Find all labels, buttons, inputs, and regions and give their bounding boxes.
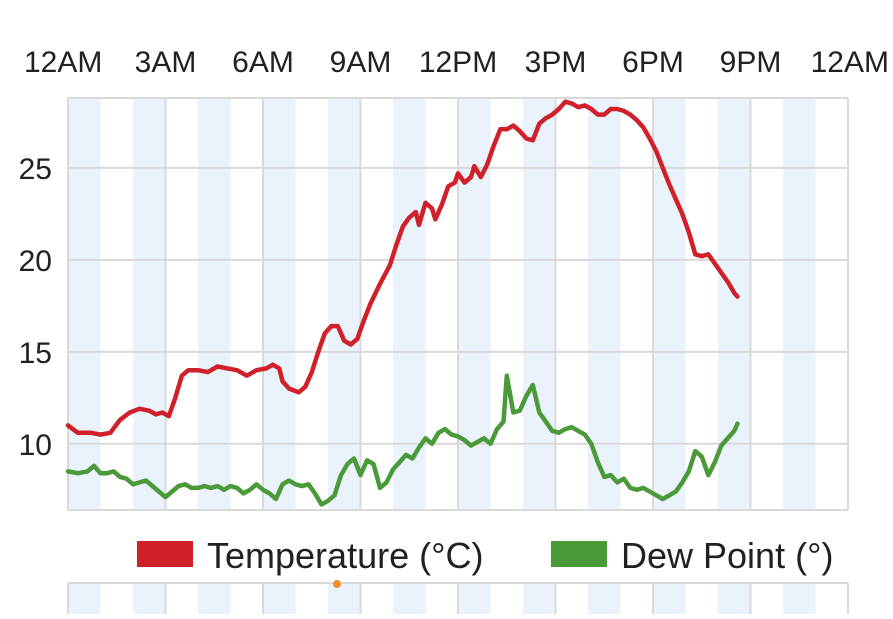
hour-band bbox=[588, 98, 621, 510]
hour-band bbox=[133, 98, 166, 510]
y-tick-label: 20 bbox=[19, 245, 52, 278]
y-tick-label: 15 bbox=[19, 337, 52, 370]
lower-hour-band bbox=[718, 583, 751, 614]
hour-band bbox=[653, 98, 686, 510]
lower-hour-band bbox=[263, 583, 296, 614]
lower-hour-band bbox=[133, 583, 166, 614]
legend-swatch-temperature bbox=[137, 541, 193, 567]
x-axis-tick-labels: 12AM 3AM 6AM 9AM 12PM 3PM 6PM 9PM 12AM bbox=[24, 46, 889, 79]
lower-hour-band bbox=[458, 583, 491, 614]
x-tick-label: 9PM bbox=[720, 46, 782, 79]
lower-chart-panel-edge bbox=[67, 582, 849, 614]
hour-band bbox=[458, 98, 491, 510]
y-tick-label: 10 bbox=[19, 429, 52, 462]
x-tick-label: 12PM bbox=[419, 46, 497, 79]
x-tick-label: 9AM bbox=[330, 46, 392, 79]
hour-band bbox=[718, 98, 751, 510]
chart-legend: Temperature (°C) Dew Point (°) bbox=[137, 535, 833, 576]
legend-label-dew-point: Dew Point (°) bbox=[621, 535, 833, 576]
hour-band bbox=[393, 98, 426, 510]
hour-band bbox=[263, 98, 296, 510]
legend-swatch-dew-point bbox=[551, 541, 607, 567]
lower-hour-band bbox=[653, 583, 686, 614]
background-bands bbox=[68, 98, 816, 510]
hour-band bbox=[68, 98, 101, 510]
marker-dot bbox=[333, 580, 341, 588]
lower-hour-band bbox=[393, 583, 426, 614]
x-tick-label: 12AM bbox=[811, 46, 889, 79]
x-tick-label: 3PM bbox=[525, 46, 587, 79]
horizontal-gridlines bbox=[68, 97, 848, 511]
hour-band bbox=[783, 98, 816, 510]
x-tick-label: 6AM bbox=[232, 46, 294, 79]
lower-hour-band bbox=[523, 583, 556, 614]
legend-label-temperature: Temperature (°C) bbox=[207, 535, 483, 576]
lower-hour-band bbox=[588, 583, 621, 614]
temperature-line bbox=[65, 99, 740, 437]
series-lines bbox=[65, 99, 740, 507]
lower-hour-band bbox=[328, 583, 361, 614]
lower-hour-band bbox=[68, 583, 101, 614]
hour-band bbox=[328, 98, 361, 510]
x-tick-label: 12AM bbox=[24, 46, 102, 79]
lower-hour-band bbox=[783, 583, 816, 614]
x-tick-label: 3AM bbox=[135, 46, 197, 79]
x-tick-label: 6PM bbox=[622, 46, 684, 79]
hour-band bbox=[198, 98, 231, 510]
vertical-gridlines bbox=[67, 98, 849, 510]
hour-band bbox=[523, 98, 556, 510]
dew-point-line bbox=[65, 373, 740, 507]
y-tick-label: 25 bbox=[19, 153, 52, 186]
y-axis-tick-labels: 10 15 20 25 bbox=[19, 153, 52, 462]
lower-hour-band bbox=[198, 583, 231, 614]
